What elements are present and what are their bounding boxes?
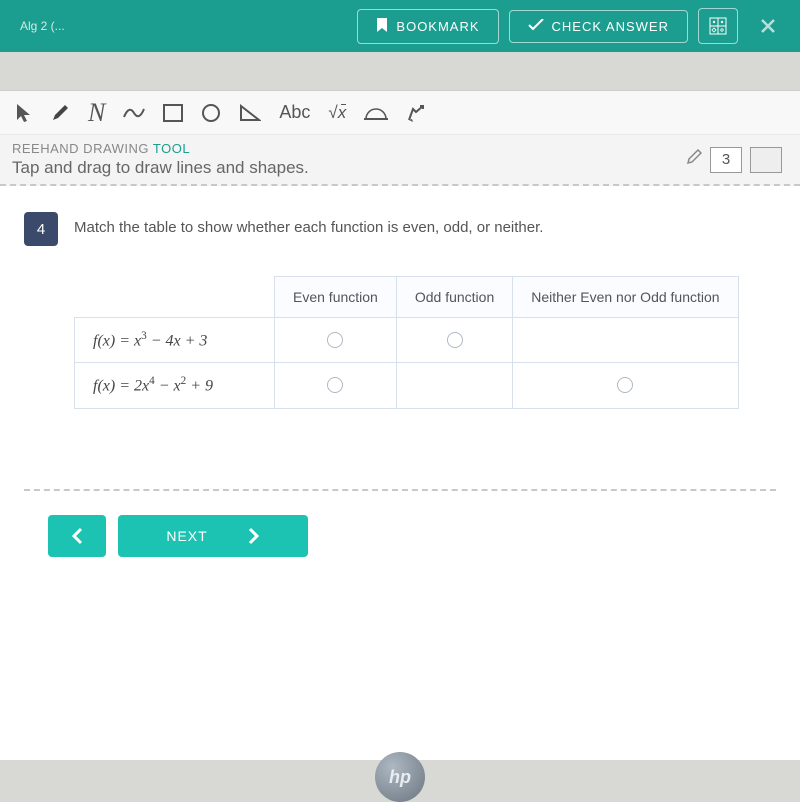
table-header-blank	[75, 277, 275, 318]
check-icon	[528, 19, 544, 34]
table-header-neither: Neither Even nor Odd function	[513, 277, 738, 318]
circle-tool-icon[interactable]	[201, 103, 221, 123]
next-label: NEXT	[166, 528, 207, 544]
bookmark-label: BOOKMARK	[396, 19, 479, 34]
chevron-right-icon	[248, 527, 260, 545]
table-header-row: Even function Odd function Neither Even …	[75, 277, 739, 318]
nav-footer: NEXT	[24, 491, 776, 581]
function-cell: f(x) = x3 − 4x + 3	[75, 318, 275, 363]
line-tool-icon[interactable]: N	[88, 98, 105, 128]
pointer-icon[interactable]	[14, 102, 32, 124]
radio-option[interactable]	[617, 377, 633, 393]
page-box-empty	[750, 147, 782, 173]
pencil-small-icon	[686, 149, 702, 170]
settings-tool-icon[interactable]	[406, 103, 426, 123]
main-panel: N Abc √x REEHAND DRAWING TOOL Tap and dr…	[0, 90, 800, 760]
drawing-toolbar: N Abc √x	[0, 91, 800, 135]
chevron-left-icon	[71, 527, 83, 545]
tool-title: REEHAND DRAWING TOOL	[12, 141, 656, 156]
match-table: Even function Odd function Neither Even …	[74, 276, 739, 409]
question-number: 4	[24, 212, 58, 246]
table-row: f(x) = x3 − 4x + 3	[75, 318, 739, 363]
question-text: Match the table to show whether each fun…	[74, 212, 543, 236]
radio-option[interactable]	[447, 332, 463, 348]
header-title: Alg 2 (...	[12, 19, 65, 33]
math-tool[interactable]: √x	[328, 103, 346, 123]
tool-subtitle: Tap and drag to draw lines and shapes.	[12, 158, 656, 178]
empty-cell	[513, 318, 738, 363]
function-cell: f(x) = 2x4 − x2 + 9	[75, 363, 275, 408]
close-button[interactable]	[748, 8, 788, 44]
text-tool[interactable]: Abc	[279, 102, 310, 123]
app-header: Alg 2 (... BOOKMARK CHECK ANSWER	[0, 0, 800, 52]
triangle-tool-icon[interactable]	[239, 104, 261, 122]
empty-cell	[396, 363, 512, 408]
protractor-tool-icon[interactable]	[364, 104, 388, 122]
table-row: f(x) = 2x4 − x2 + 9	[75, 363, 739, 408]
table-header-even: Even function	[275, 277, 397, 318]
next-button[interactable]: NEXT	[118, 515, 308, 557]
info-bar: REEHAND DRAWING TOOL Tap and drag to dra…	[0, 135, 800, 186]
rectangle-tool-icon[interactable]	[163, 104, 183, 122]
prev-button[interactable]	[48, 515, 106, 557]
table-header-odd: Odd function	[396, 277, 512, 318]
bookmark-icon	[376, 18, 388, 35]
page-number: 3	[710, 147, 742, 173]
curve-tool-icon[interactable]	[123, 105, 145, 121]
pencil-icon[interactable]	[50, 103, 70, 123]
check-answer-label: CHECK ANSWER	[552, 19, 669, 34]
check-answer-button[interactable]: CHECK ANSWER	[509, 10, 688, 43]
grid-button[interactable]	[698, 8, 738, 44]
close-icon	[760, 18, 776, 34]
radio-option[interactable]	[327, 332, 343, 348]
radio-option[interactable]	[327, 377, 343, 393]
grid-icon	[709, 17, 727, 35]
question-area: 4 Match the table to show whether each f…	[0, 186, 800, 607]
bookmark-button[interactable]: BOOKMARK	[357, 9, 498, 44]
hp-logo: hp	[375, 752, 425, 802]
